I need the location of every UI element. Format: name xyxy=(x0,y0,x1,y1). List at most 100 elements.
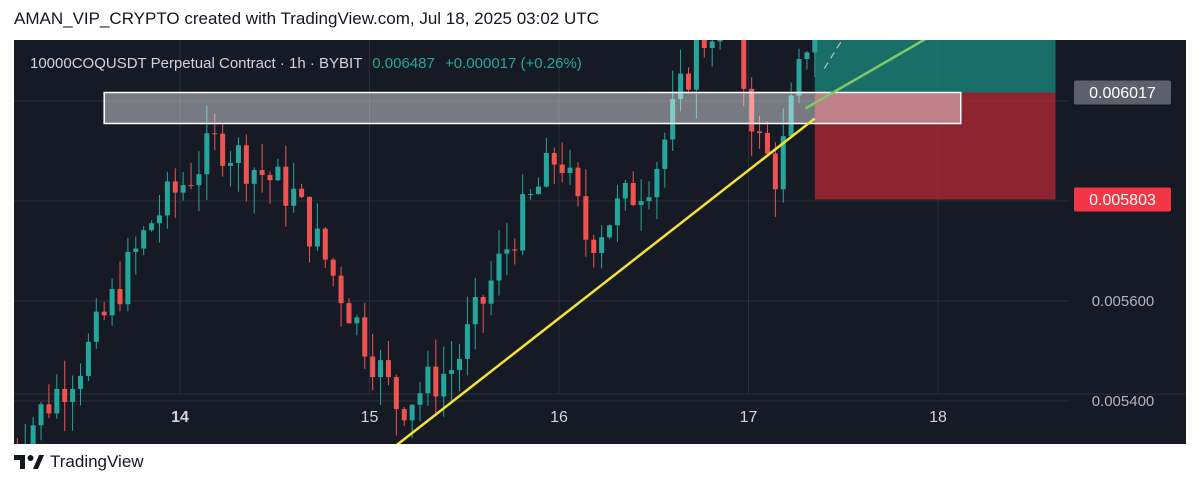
candle-body xyxy=(638,201,644,206)
candle-body xyxy=(441,373,447,397)
candle-body xyxy=(204,133,210,175)
candle-body xyxy=(693,40,699,90)
candle-body xyxy=(251,170,257,184)
candle-body xyxy=(780,136,786,190)
chart-panel[interactable]: 0.0054000.0056000.0062000.00640014151617… xyxy=(14,40,1186,444)
candle-body xyxy=(220,133,226,166)
chart-caption: AMAN_VIP_CRYPTO created with TradingView… xyxy=(14,9,599,28)
candle-body xyxy=(607,225,613,238)
candle-body xyxy=(670,99,676,140)
y-tick-label: 0.005600 xyxy=(1092,293,1155,310)
candle-body xyxy=(567,167,573,174)
rising-trendline xyxy=(396,117,816,444)
candle-body xyxy=(85,341,91,376)
candle-body xyxy=(804,52,810,60)
candle-body xyxy=(180,185,186,193)
candle-body xyxy=(457,358,463,371)
candle-body xyxy=(757,131,763,133)
candle-body xyxy=(401,409,407,421)
candle-body xyxy=(741,40,747,89)
candle-body xyxy=(717,40,723,42)
take-profit-zone xyxy=(814,40,1056,93)
candle-body xyxy=(267,175,273,181)
candle-body xyxy=(409,404,415,421)
candle-body xyxy=(480,297,486,304)
candle-body xyxy=(70,388,76,402)
candle-body xyxy=(678,73,684,100)
candle-body xyxy=(156,215,162,224)
candle-body xyxy=(591,239,597,254)
candle-body xyxy=(654,168,660,198)
candle-body xyxy=(685,73,691,90)
price-chart[interactable]: 0.0054000.0056000.0062000.00640014151617… xyxy=(14,40,1186,444)
brand-name: TradingView xyxy=(50,452,144,471)
candle-body xyxy=(322,228,328,260)
candle-body xyxy=(164,181,170,216)
candle-body xyxy=(30,425,36,444)
candle-body xyxy=(338,275,344,304)
candle-body xyxy=(78,375,84,389)
candle-body xyxy=(378,360,384,378)
price-change: +0.000017 (+0.26%) xyxy=(445,55,582,72)
candle-body xyxy=(196,174,202,186)
candle-body xyxy=(62,388,68,402)
brand: TradingView xyxy=(14,452,144,472)
candle-body xyxy=(646,197,652,202)
stop-loss-zone xyxy=(814,92,1056,200)
candle-body xyxy=(630,182,636,206)
candle-body xyxy=(291,188,297,206)
price-tag-stop xyxy=(1074,187,1171,212)
x-tick-label: 16 xyxy=(550,409,568,426)
candle-body xyxy=(212,133,218,135)
candle-body xyxy=(354,317,360,324)
candle-body xyxy=(330,259,336,276)
candle-body xyxy=(551,152,557,165)
candle-body xyxy=(528,194,534,196)
price-tag-entry xyxy=(1074,80,1171,105)
candle-body xyxy=(496,253,502,281)
candle-body xyxy=(504,249,510,254)
candle-body xyxy=(149,223,155,231)
candle-body xyxy=(346,303,352,324)
candle-body xyxy=(38,404,44,426)
candle-body xyxy=(172,181,178,193)
candle-body xyxy=(749,88,755,132)
price-tag-label: 0.006017 xyxy=(1089,85,1156,102)
candle-body xyxy=(314,228,320,247)
candle-body xyxy=(575,167,581,197)
candle-body xyxy=(370,356,376,378)
symbol-legend: 10000COQUSDT Perpetual Contract · 1h · B… xyxy=(30,55,582,72)
candle-body xyxy=(109,289,115,316)
candle-body xyxy=(764,132,770,154)
candle-body xyxy=(259,170,265,176)
candle-body xyxy=(796,59,802,96)
candle-body xyxy=(133,248,139,252)
candle-body xyxy=(622,182,628,199)
candle-body xyxy=(520,194,526,251)
candle-body xyxy=(599,237,605,254)
candle-body xyxy=(299,188,305,197)
price-tag-label: 0.005803 xyxy=(1089,192,1156,209)
candle-body xyxy=(101,311,107,316)
candle-body xyxy=(275,166,281,181)
candle-body xyxy=(535,186,541,195)
candle-body xyxy=(559,164,565,174)
candle-body xyxy=(433,366,439,397)
candle-body xyxy=(54,388,60,414)
candle-body xyxy=(425,366,431,394)
candle-body xyxy=(188,185,194,187)
tradingview-logo-icon xyxy=(14,455,44,469)
candle-body xyxy=(93,311,99,342)
projection-green-line xyxy=(804,40,927,110)
candle-body xyxy=(772,153,778,190)
candle-body xyxy=(583,196,589,240)
candle-body xyxy=(283,166,289,206)
x-tick-label: 15 xyxy=(361,409,379,426)
candle-body xyxy=(662,139,668,169)
support-zone-box xyxy=(103,91,962,125)
candle-body xyxy=(488,280,494,304)
candle-body xyxy=(243,145,249,184)
candle-body xyxy=(709,41,715,48)
candle-body xyxy=(543,152,549,187)
